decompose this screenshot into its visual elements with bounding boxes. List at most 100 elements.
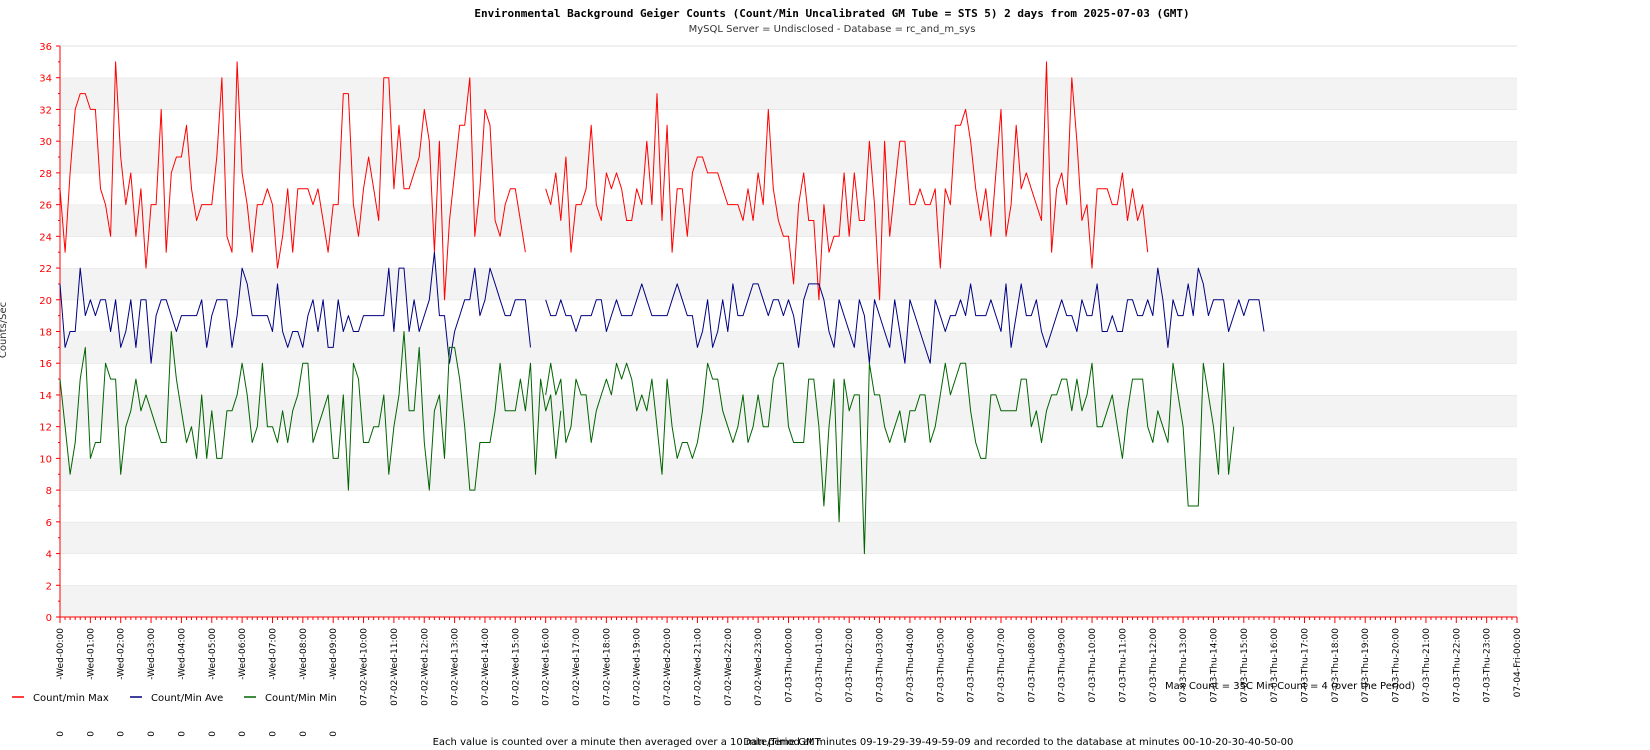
grid-band (60, 331, 1517, 364)
y-tick-label: 2 (46, 581, 52, 592)
x-tick-label: 07-02-Wed-23:00 (754, 628, 764, 706)
x-tick-label: -Wed-00:00 (56, 628, 66, 680)
x-tick-label: -Wed-09:00 (329, 628, 339, 680)
x-tick-label: 07-03-Thu-07:00 (997, 628, 1007, 703)
legend-item: Count/Min Ave (130, 693, 223, 704)
y-tick-label: 22 (39, 264, 52, 275)
x-tick-label: 07-03-Thu-01:00 (815, 628, 825, 703)
x-tick-label-prefix: 0 (177, 731, 187, 737)
series-line (545, 362, 1235, 555)
y-tick-label: 18 (39, 328, 52, 339)
x-tick-label: 07-03-Thu-15:00 (1240, 628, 1250, 703)
x-tick-label: 07-03-Thu-22:00 (1452, 628, 1462, 703)
y-tick-label: 26 (39, 201, 52, 212)
x-tick-label: 07-03-Thu-02:00 (845, 628, 855, 703)
y-tick-label: 12 (39, 423, 52, 434)
series-line (59, 61, 526, 301)
grid-band (60, 172, 1517, 205)
x-tick-label: -Wed-07:00 (268, 628, 278, 680)
series-line (59, 331, 562, 491)
x-tick-label: -Wed-06:00 (238, 628, 248, 680)
x-tick-label: 07-03-Thu-03:00 (876, 628, 886, 703)
x-tick-label-prefix: 0 (86, 731, 96, 737)
x-tick-label: 07-03-Thu-13:00 (1179, 628, 1189, 703)
y-tick-label: 32 (39, 105, 52, 116)
x-tick-label: 07-03-Thu-11:00 (1118, 628, 1128, 703)
x-tick-label: 07-02-Wed-11:00 (390, 628, 400, 706)
y-tick-label: 24 (39, 232, 52, 243)
x-tick-label: 07-02-Wed-13:00 (451, 628, 461, 706)
x-tick-label: 07-02-Wed-19:00 (633, 628, 643, 706)
x-tick-label: 07-03-Thu-06:00 (967, 628, 977, 703)
legend: Count/min Max Count/Min Ave Count/Min Min (12, 693, 337, 704)
y-tick-label: 14 (39, 391, 52, 402)
x-tick-label: 07-02-Wed-18:00 (602, 628, 612, 706)
x-tick-label: 07-02-Wed-10:00 (360, 628, 370, 706)
legend-label: Count/min Max (33, 693, 109, 704)
x-tick-label-prefix: 0 (56, 731, 66, 737)
x-tick-label: 07-03-Thu-14:00 (1209, 628, 1219, 703)
grid-bands (60, 45, 1517, 617)
footer-note: Each value is counted over a minute then… (433, 737, 1294, 748)
x-tick-label-prefix: 0 (238, 731, 248, 737)
y-tick-label: 6 (46, 518, 52, 529)
x-tick-label: 07-03-Thu-09:00 (1058, 628, 1068, 703)
grid-band (60, 204, 1517, 237)
y-tick-label: 16 (39, 359, 52, 370)
y-tick-label: 28 (39, 169, 52, 180)
grid-band (60, 109, 1517, 142)
x-tick-label: -Wed-05:00 (208, 628, 218, 680)
x-tick-label: 07-02-Wed-12:00 (420, 628, 430, 706)
x-tick-label: 07-03-Thu-08:00 (1027, 628, 1037, 703)
grid-band (60, 363, 1517, 395)
grid-band (60, 585, 1517, 617)
grid-band (60, 46, 1517, 78)
x-tick-label: 07-03-Thu-21:00 (1422, 628, 1432, 703)
y-tick-label: 10 (39, 454, 52, 465)
x-tick-label: 07-03-Thu-20:00 (1392, 628, 1402, 703)
grid-band (60, 268, 1517, 300)
x-tick-label-prefix: 0 (117, 731, 127, 737)
x-axis: -Wed-00:00 0 -Wed-01:00 0 -Wed-02:00 0 -Wed-03… (56, 616, 1523, 737)
grid-band (60, 490, 1517, 522)
legend-label: Count/Min Min (265, 693, 337, 704)
x-tick-label: 07-02-Wed-15:00 (511, 628, 521, 706)
y-tick-label: 30 (39, 137, 52, 148)
x-tick-label: -Wed-01:00 (86, 628, 96, 680)
x-tick-label: -Wed-03:00 (147, 628, 157, 680)
x-tick-label: -Wed-02:00 (117, 628, 127, 680)
x-tick-label: 07-03-Thu-10:00 (1088, 628, 1098, 703)
y-tick-label: 36 (39, 42, 52, 53)
y-axis-label: Counts/Sec (0, 302, 9, 358)
grid-band (60, 141, 1517, 173)
x-tick-label-prefix: 0 (208, 731, 218, 737)
grid-band (60, 77, 1517, 110)
x-tick-label: 07-03-Thu-19:00 (1361, 628, 1371, 703)
series-line (545, 61, 1149, 301)
plot-lines (59, 61, 1265, 555)
x-tick-label: 07-02-Wed-21:00 (693, 628, 703, 706)
x-tick-label: 07-03-Thu-04:00 (906, 628, 916, 703)
x-tick-label: 07-02-Wed-14:00 (481, 628, 491, 706)
x-tick-label: 07-03-Thu-16:00 (1270, 628, 1280, 703)
x-axis-label: Date/Time GMT (743, 737, 821, 748)
series-line (545, 267, 1265, 364)
grid-band (60, 553, 1517, 586)
legend-label: Count/Min Ave (151, 693, 223, 704)
grid-band (60, 458, 1517, 491)
x-tick-label: 07-02-Wed-17:00 (572, 628, 582, 706)
x-tick-label: 07-03-Thu-23:00 (1483, 628, 1493, 703)
x-tick-label: 07-02-Wed-22:00 (724, 628, 734, 706)
x-tick-label: 07-02-Wed-16:00 (542, 628, 552, 706)
x-tick-label: 07-03-Thu-00:00 (785, 628, 795, 703)
grid-band (60, 426, 1517, 459)
x-tick-label-prefix: 0 (299, 731, 309, 737)
grid-band (60, 236, 1517, 269)
legend-item: Count/min Max (12, 693, 109, 704)
y-tick-label: 34 (39, 74, 52, 85)
x-tick-label-prefix: 0 (329, 731, 339, 737)
x-tick-label: 07-02-Wed-20:00 (663, 628, 673, 706)
x-tick-label: 07-03-Thu-18:00 (1331, 628, 1341, 703)
summary-text: Max Count = 35C Min Count = 4 (over the … (1165, 681, 1415, 692)
